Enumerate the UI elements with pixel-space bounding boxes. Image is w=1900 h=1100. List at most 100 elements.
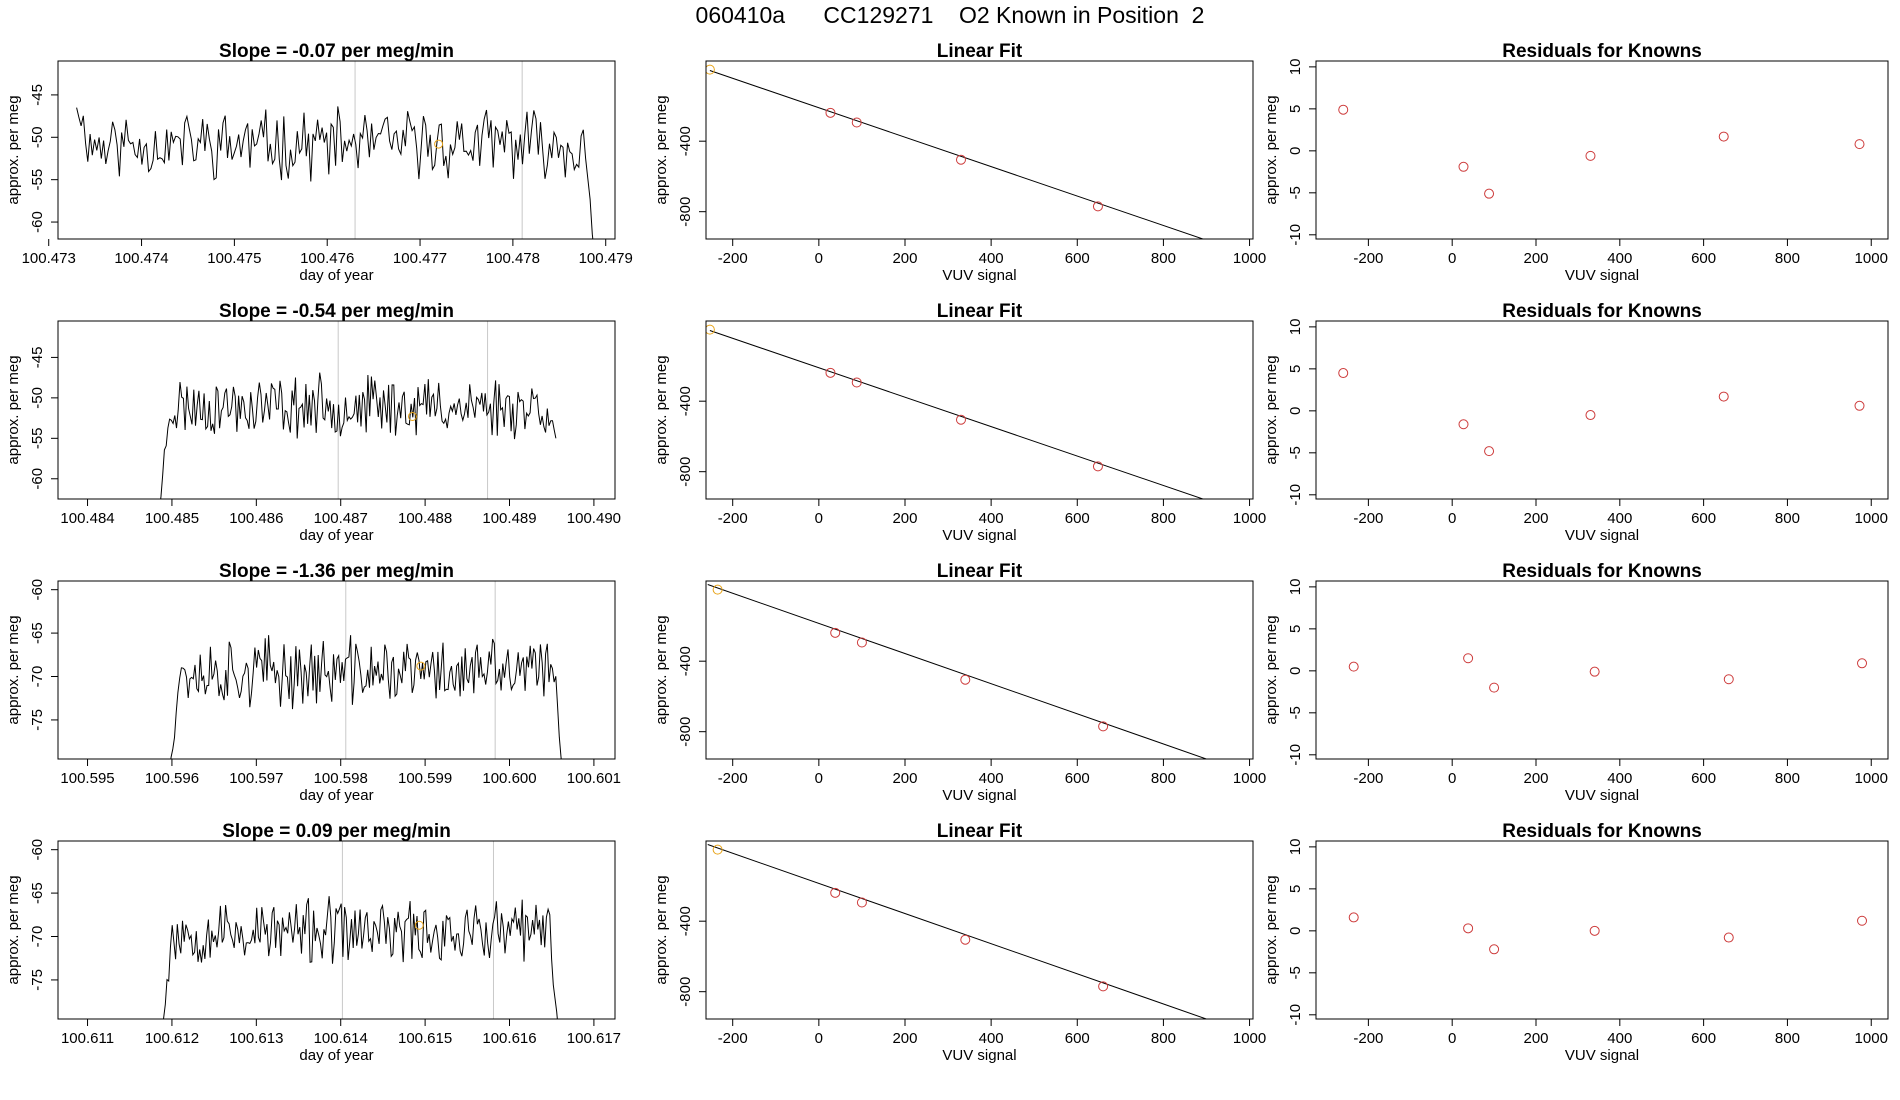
x-tick-label: 100.486 <box>229 510 283 527</box>
x-tick-label: 1000 <box>1855 1030 1888 1047</box>
y-tick-label: 0 <box>1287 927 1304 935</box>
panel-r1-c3: Residuals for Knowns-200 0 200 400 600 800 100… <box>1263 41 1889 284</box>
x-tick-label: -200 <box>718 250 748 267</box>
fit-line <box>709 330 1205 499</box>
panel-r2-c2: Linear Fit -200 0 200 400 600 800 1000 VUV signa… <box>653 301 1266 544</box>
x-tick-label: 0 <box>1448 510 1456 527</box>
y-tick-label: 10 <box>1287 839 1304 856</box>
plot-frame <box>705 580 1254 760</box>
x-tick-label: 600 <box>1691 770 1716 787</box>
y-axis-label: approx. per meg <box>5 875 22 984</box>
panel-title: Linear Fit <box>937 41 1023 62</box>
x-tick-label: -200 <box>1353 770 1383 787</box>
y-tick-label: -800 <box>677 197 694 227</box>
y-tick-label: -60 <box>29 468 46 490</box>
panel-title: Slope = -0.54 per meg/min <box>219 301 454 322</box>
panel-r3-c3: Residuals for Knowns-200 0 200 400 600 800 100… <box>1263 561 1889 804</box>
x-axis-label: day of year <box>299 267 373 284</box>
y-tick-label: -50 <box>29 126 46 148</box>
y-tick-label: -5 <box>1287 186 1304 199</box>
x-tick-label: 1000 <box>1855 250 1888 267</box>
fit-point <box>851 117 862 128</box>
panel-r4-c2: Linear Fit -200 0 200 400 600 800 1000 VUV signa… <box>653 821 1266 1064</box>
panel-r3-c1: Slope = -1.36 per meg/min 100.595 100.596 1… <box>5 561 621 804</box>
x-tick-label: 400 <box>979 250 1004 267</box>
x-tick-label: 0 <box>815 510 823 527</box>
x-tick-label: 1000 <box>1233 1030 1266 1047</box>
known-marker <box>416 661 426 671</box>
x-tick-label: 200 <box>892 770 917 787</box>
x-tick-label: 400 <box>1607 510 1632 527</box>
fit-point <box>1092 461 1103 472</box>
fit-point <box>830 887 841 898</box>
fit-point <box>1098 721 1109 732</box>
x-tick-label: 400 <box>979 1030 1004 1047</box>
x-tick-label: -200 <box>718 510 748 527</box>
x-tick-label: 400 <box>979 770 1004 787</box>
residual-point <box>1489 944 1500 955</box>
y-axis-label: approx. per meg <box>1263 355 1280 464</box>
y-tick-label: 5 <box>1287 365 1304 373</box>
fit-point <box>712 844 723 855</box>
x-tick-label: -200 <box>1353 250 1383 267</box>
x-tick-label: 400 <box>979 510 1004 527</box>
plot-frame <box>705 840 1254 1020</box>
x-tick-label: 800 <box>1151 510 1176 527</box>
plot-frame <box>1315 60 1889 240</box>
y-tick-label: -800 <box>677 717 694 747</box>
x-tick-label: 800 <box>1775 250 1800 267</box>
y-tick-label: -60 <box>29 839 46 861</box>
fit-point <box>830 627 841 638</box>
x-tick-label: 100.478 <box>486 250 540 267</box>
panel-r2-c1: Slope = -0.54 per meg/min 100.484 100.485 1… <box>5 301 621 544</box>
x-axis-label: VUV signal <box>942 267 1016 284</box>
x-tick-label: -200 <box>1353 510 1383 527</box>
residual-point <box>1589 666 1600 677</box>
x-tick-label: 100.597 <box>229 770 283 787</box>
residual-point <box>1338 368 1349 379</box>
x-tick-label: 100.487 <box>314 510 368 527</box>
panel-r4-c3: Residuals for Knowns-200 0 200 400 600 800 100… <box>1263 821 1889 1064</box>
fit-point <box>1098 981 1109 992</box>
series-line <box>160 372 557 499</box>
x-tick-label: 100.473 <box>22 250 76 267</box>
x-tick-label: 100.484 <box>60 510 114 527</box>
y-tick-label: -55 <box>29 427 46 449</box>
residual-point <box>1463 923 1474 934</box>
residual-point <box>1585 410 1596 421</box>
x-tick-label: 0 <box>815 250 823 267</box>
panel-title: Residuals for Knowns <box>1502 561 1702 582</box>
y-tick-label: -10 <box>1287 1004 1304 1026</box>
x-tick-label: 100.595 <box>60 770 114 787</box>
residual-point <box>1489 682 1500 693</box>
x-tick-label: 0 <box>1448 250 1456 267</box>
residual-point <box>1484 446 1495 457</box>
residual-point <box>1723 674 1734 685</box>
x-tick-label: 100.615 <box>398 1030 452 1047</box>
y-tick-label: -65 <box>29 882 46 904</box>
y-tick-label: 0 <box>1287 667 1304 675</box>
x-tick-label: 600 <box>1065 250 1090 267</box>
x-tick-label: 100.617 <box>567 1030 621 1047</box>
x-tick-label: 600 <box>1065 1030 1090 1047</box>
x-tick-label: 600 <box>1691 1030 1716 1047</box>
x-tick-label: 1000 <box>1855 770 1888 787</box>
x-tick-label: 600 <box>1065 770 1090 787</box>
residual-point <box>1854 139 1865 150</box>
y-axis-label: approx. per meg <box>653 355 670 464</box>
y-tick-label: 0 <box>1287 147 1304 155</box>
series-line <box>76 106 594 239</box>
known-marker <box>414 920 424 930</box>
y-tick-label: 5 <box>1287 885 1304 893</box>
plot-area <box>707 584 1208 759</box>
y-axis-label: approx. per meg <box>5 355 22 464</box>
x-tick-label: 1000 <box>1233 250 1266 267</box>
x-tick-label: 200 <box>892 250 917 267</box>
x-tick-label: 100.477 <box>393 250 447 267</box>
x-axis-label: day of year <box>299 787 373 804</box>
residual-point <box>1857 915 1868 926</box>
y-tick-label: -800 <box>677 457 694 487</box>
y-tick-label: -10 <box>1287 484 1304 506</box>
x-axis-label: day of year <box>299 1047 373 1064</box>
